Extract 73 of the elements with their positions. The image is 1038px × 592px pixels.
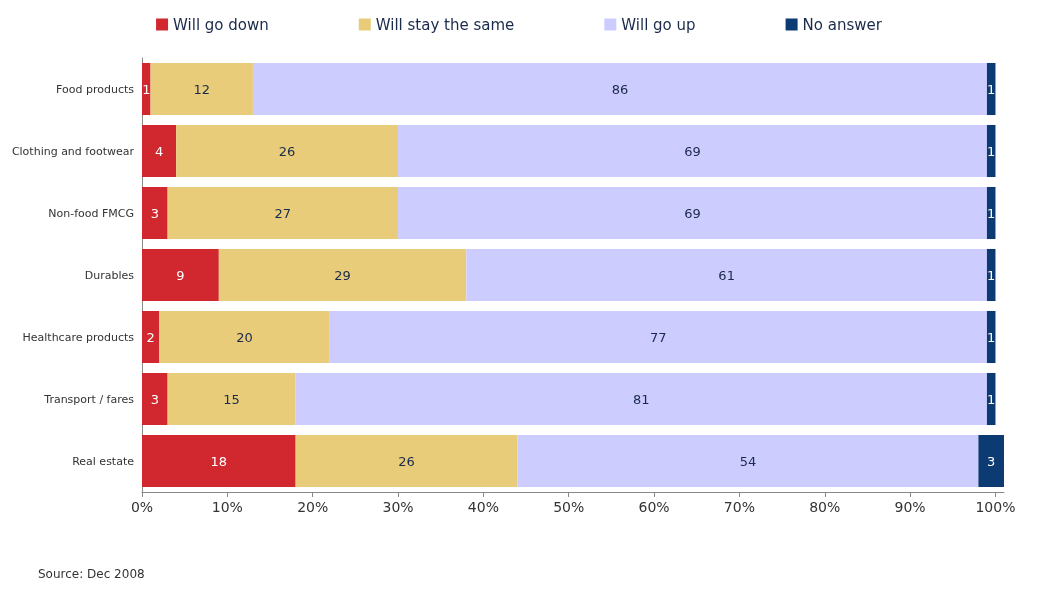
x-tick-label: 70% <box>723 499 755 515</box>
y-tick-label: Non-food FMCG <box>48 206 134 220</box>
data-label: 15 <box>223 391 240 407</box>
y-tick-label: Food products <box>56 82 135 96</box>
data-label: 2 <box>146 329 155 345</box>
data-label: 18 <box>210 453 228 469</box>
legend-label: No answer <box>802 15 883 34</box>
x-tick-label: 50% <box>553 499 585 515</box>
legend-label: Will go up <box>621 15 696 34</box>
source-note: Source: Dec 2008 <box>38 567 145 581</box>
x-tick-label: 60% <box>638 499 670 515</box>
x-tick-label: 30% <box>382 499 414 515</box>
data-label: 86 <box>611 81 629 97</box>
bar <box>176 124 399 178</box>
x-tick-label: 80% <box>809 499 841 515</box>
data-label: 69 <box>684 143 701 159</box>
data-label: 1 <box>987 205 996 221</box>
bar <box>142 434 296 488</box>
data-label: 1 <box>987 391 996 407</box>
data-label: 61 <box>718 267 735 283</box>
bar <box>150 62 253 116</box>
bar <box>295 434 518 488</box>
data-label: 12 <box>193 81 211 97</box>
x-tick-label: 0% <box>130 499 154 515</box>
data-label: 1 <box>987 143 996 159</box>
bar <box>398 124 987 178</box>
x-tick-label: 40% <box>467 499 499 515</box>
bar <box>142 372 168 426</box>
bar <box>142 62 151 116</box>
data-label: 54 <box>739 453 757 469</box>
bar <box>142 310 160 364</box>
data-label: 1 <box>142 81 151 97</box>
y-tick-label: Real estate <box>72 454 135 468</box>
legend-label: Will go down <box>173 15 269 34</box>
bar <box>142 124 177 178</box>
x-tick-label: 90% <box>894 499 926 515</box>
data-label: 4 <box>154 143 164 159</box>
x-tick-label: 100% <box>975 499 1016 515</box>
bar <box>978 434 1004 488</box>
data-label: 9 <box>176 267 185 283</box>
y-tick-label: Healthcare products <box>22 330 135 344</box>
bar <box>517 434 979 488</box>
bar <box>142 186 168 240</box>
data-label: 3 <box>150 205 159 221</box>
bar <box>159 310 330 364</box>
data-label: 20 <box>236 329 253 345</box>
data-label: 81 <box>633 391 650 407</box>
data-label: 3 <box>150 391 159 407</box>
data-label: 1 <box>987 81 996 97</box>
bar <box>398 186 987 240</box>
data-label: 26 <box>398 453 415 469</box>
x-tick-label: 20% <box>297 499 329 515</box>
bar <box>329 310 987 364</box>
data-label: 77 <box>650 329 667 345</box>
bar <box>252 62 987 116</box>
y-tick-label: Transport / fares <box>43 392 135 406</box>
data-label: 1 <box>987 267 996 283</box>
bar <box>167 186 399 240</box>
y-tick-label: Durables <box>84 268 135 282</box>
data-label: 27 <box>274 205 292 221</box>
data-label: 29 <box>334 267 351 283</box>
x-tick-label: 10% <box>211 499 243 515</box>
bar <box>466 248 987 302</box>
bar <box>295 372 987 426</box>
bar <box>218 248 467 302</box>
bar <box>142 248 219 302</box>
legend-label: Will stay the same <box>375 15 515 34</box>
data-label: 3 <box>987 453 996 469</box>
data-label: 69 <box>684 205 701 221</box>
data-label: 26 <box>278 143 296 159</box>
bar <box>167 372 296 426</box>
y-tick-label: Clothing and footwear <box>11 144 135 158</box>
data-label: 1 <box>987 329 996 345</box>
